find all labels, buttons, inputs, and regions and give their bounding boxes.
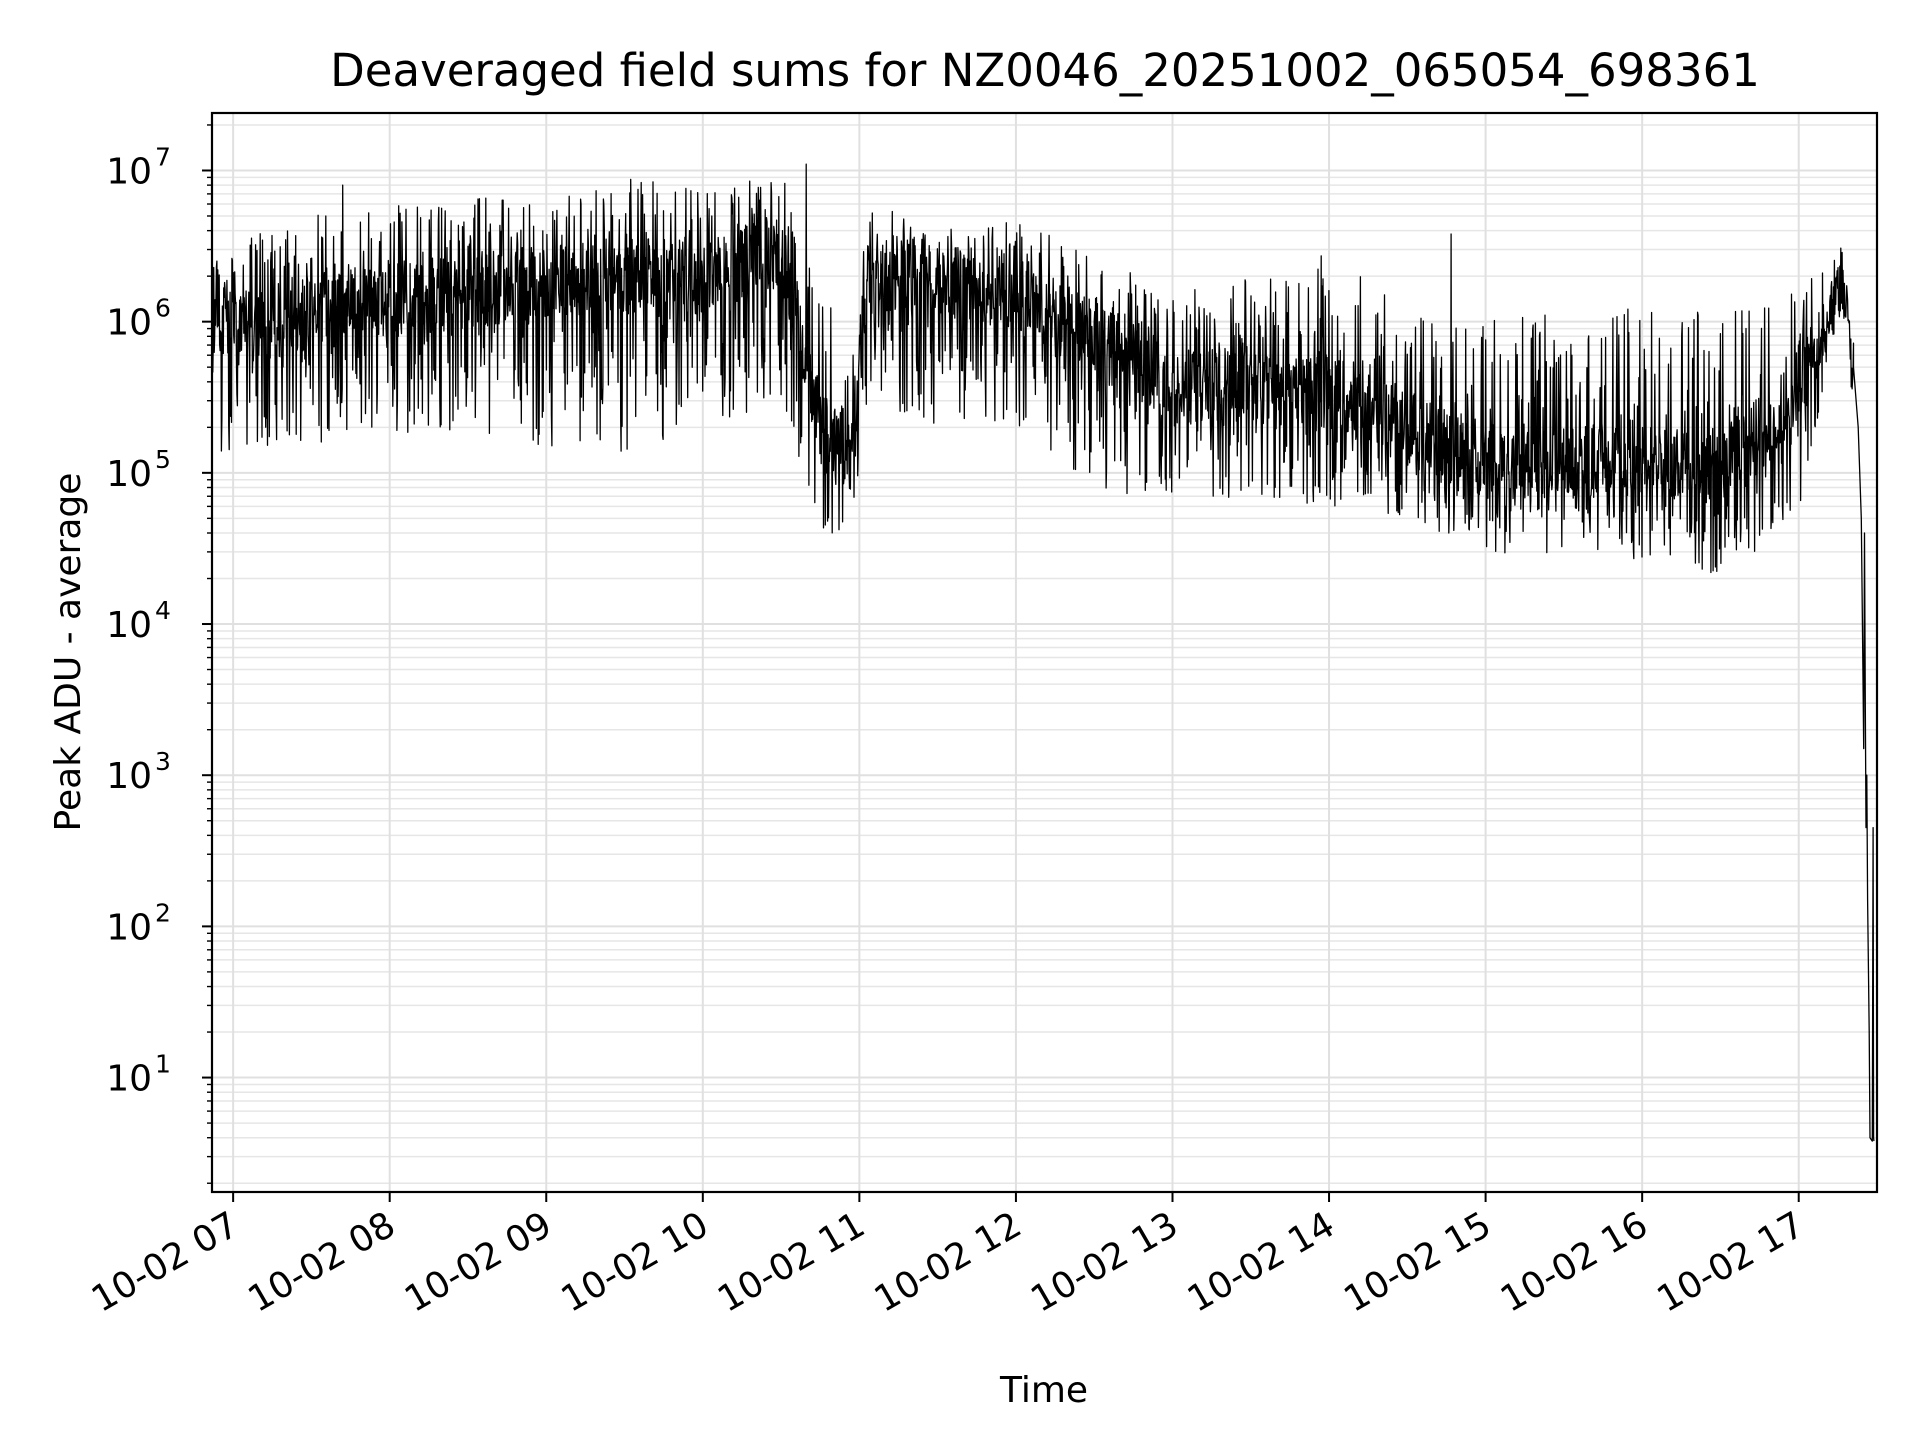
y-tick-label: 10 [106, 605, 152, 646]
data-series-line [212, 163, 1875, 1142]
y-tick-label: 10 [106, 756, 152, 797]
y-tick-label: 10 [106, 907, 152, 948]
y-tick-exponent: 1 [155, 1050, 171, 1079]
minor-gridlines [212, 124, 1877, 1184]
y-tick-exponent: 7 [155, 142, 171, 171]
y-tick-exponent: 2 [155, 898, 171, 927]
y-axis-label: Peak ADU - average [48, 473, 89, 832]
y-tick-label: 10 [106, 454, 152, 495]
y-tick-exponent: 4 [155, 596, 171, 625]
y-tick-label: 10 [106, 151, 152, 192]
y-tick-exponent: 6 [155, 294, 171, 323]
y-tick-exponent: 5 [155, 445, 171, 474]
x-axis-label: Time [999, 1370, 1088, 1411]
y-tick-exponent: 3 [155, 747, 171, 776]
chart-title: Deaveraged field sums for NZ0046_2025100… [330, 44, 1760, 97]
y-tick-label: 10 [106, 1059, 152, 1100]
plot-frame [210, 111, 1879, 1194]
y-tick-label: 10 [106, 303, 152, 344]
